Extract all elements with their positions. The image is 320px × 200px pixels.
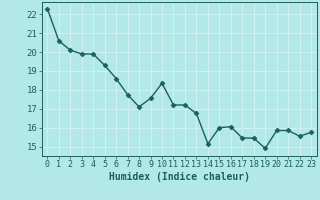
X-axis label: Humidex (Indice chaleur): Humidex (Indice chaleur) <box>109 172 250 182</box>
